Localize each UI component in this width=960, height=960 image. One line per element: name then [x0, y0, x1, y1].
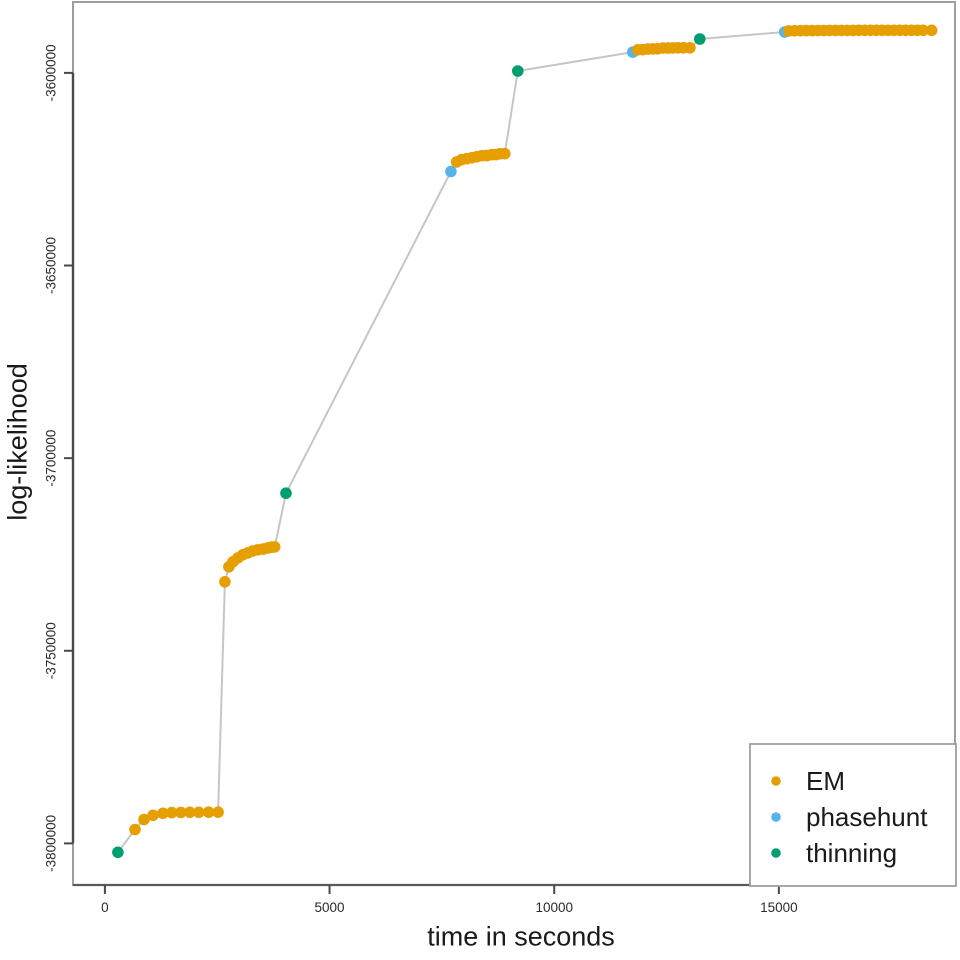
data-point-EM: [157, 807, 169, 820]
data-point-EM: [193, 806, 205, 819]
legend-marker-phasehunt: [771, 812, 781, 822]
x-tick-label: 15000: [760, 900, 798, 915]
legend-label-thinning: thinning: [806, 838, 897, 868]
data-point-EM: [212, 806, 224, 818]
data-point-EM: [925, 24, 938, 37]
x-tick-label: 5000: [315, 900, 345, 915]
legend-label-phasehunt: phasehunt: [806, 802, 928, 832]
data-point-EM: [499, 147, 511, 160]
y-tick-label: -3800000: [44, 815, 59, 872]
y-tick-label: -3750000: [44, 622, 59, 679]
data-point-EM: [147, 809, 159, 822]
data-point-thinning: [694, 33, 706, 45]
legend-marker-EM: [771, 776, 781, 786]
data-point-EM: [175, 806, 187, 819]
legend-box: [749, 743, 957, 887]
data-point-EM: [684, 42, 696, 54]
data-point-phasehunt: [445, 165, 457, 178]
data-point-EM: [202, 806, 215, 818]
legend-label-EM: EM: [806, 766, 845, 796]
data-point-thinning: [512, 65, 524, 77]
data-point-EM: [138, 813, 150, 826]
legend-marker-thinning: [771, 848, 781, 858]
series-connector-line: [117, 29, 932, 853]
data-point-EM: [917, 24, 929, 37]
x-tick-label: 10000: [535, 900, 573, 915]
y-tick-label: -3700000: [44, 430, 59, 487]
y-tick-label: -3650000: [44, 237, 59, 294]
y-tick-label: -3600000: [44, 44, 59, 101]
data-point-EM: [184, 806, 196, 819]
data-point-EM: [268, 541, 281, 553]
x-tick-label: 0: [101, 900, 109, 915]
data-point-thinning: [280, 487, 292, 500]
data-point-thinning: [112, 846, 124, 859]
y-axis-title: log-likelihood: [2, 363, 33, 521]
data-point-EM: [166, 806, 178, 819]
data-point-EM: [219, 576, 231, 588]
x-axis-title: time in seconds: [427, 921, 615, 952]
data-point-EM: [129, 823, 141, 836]
